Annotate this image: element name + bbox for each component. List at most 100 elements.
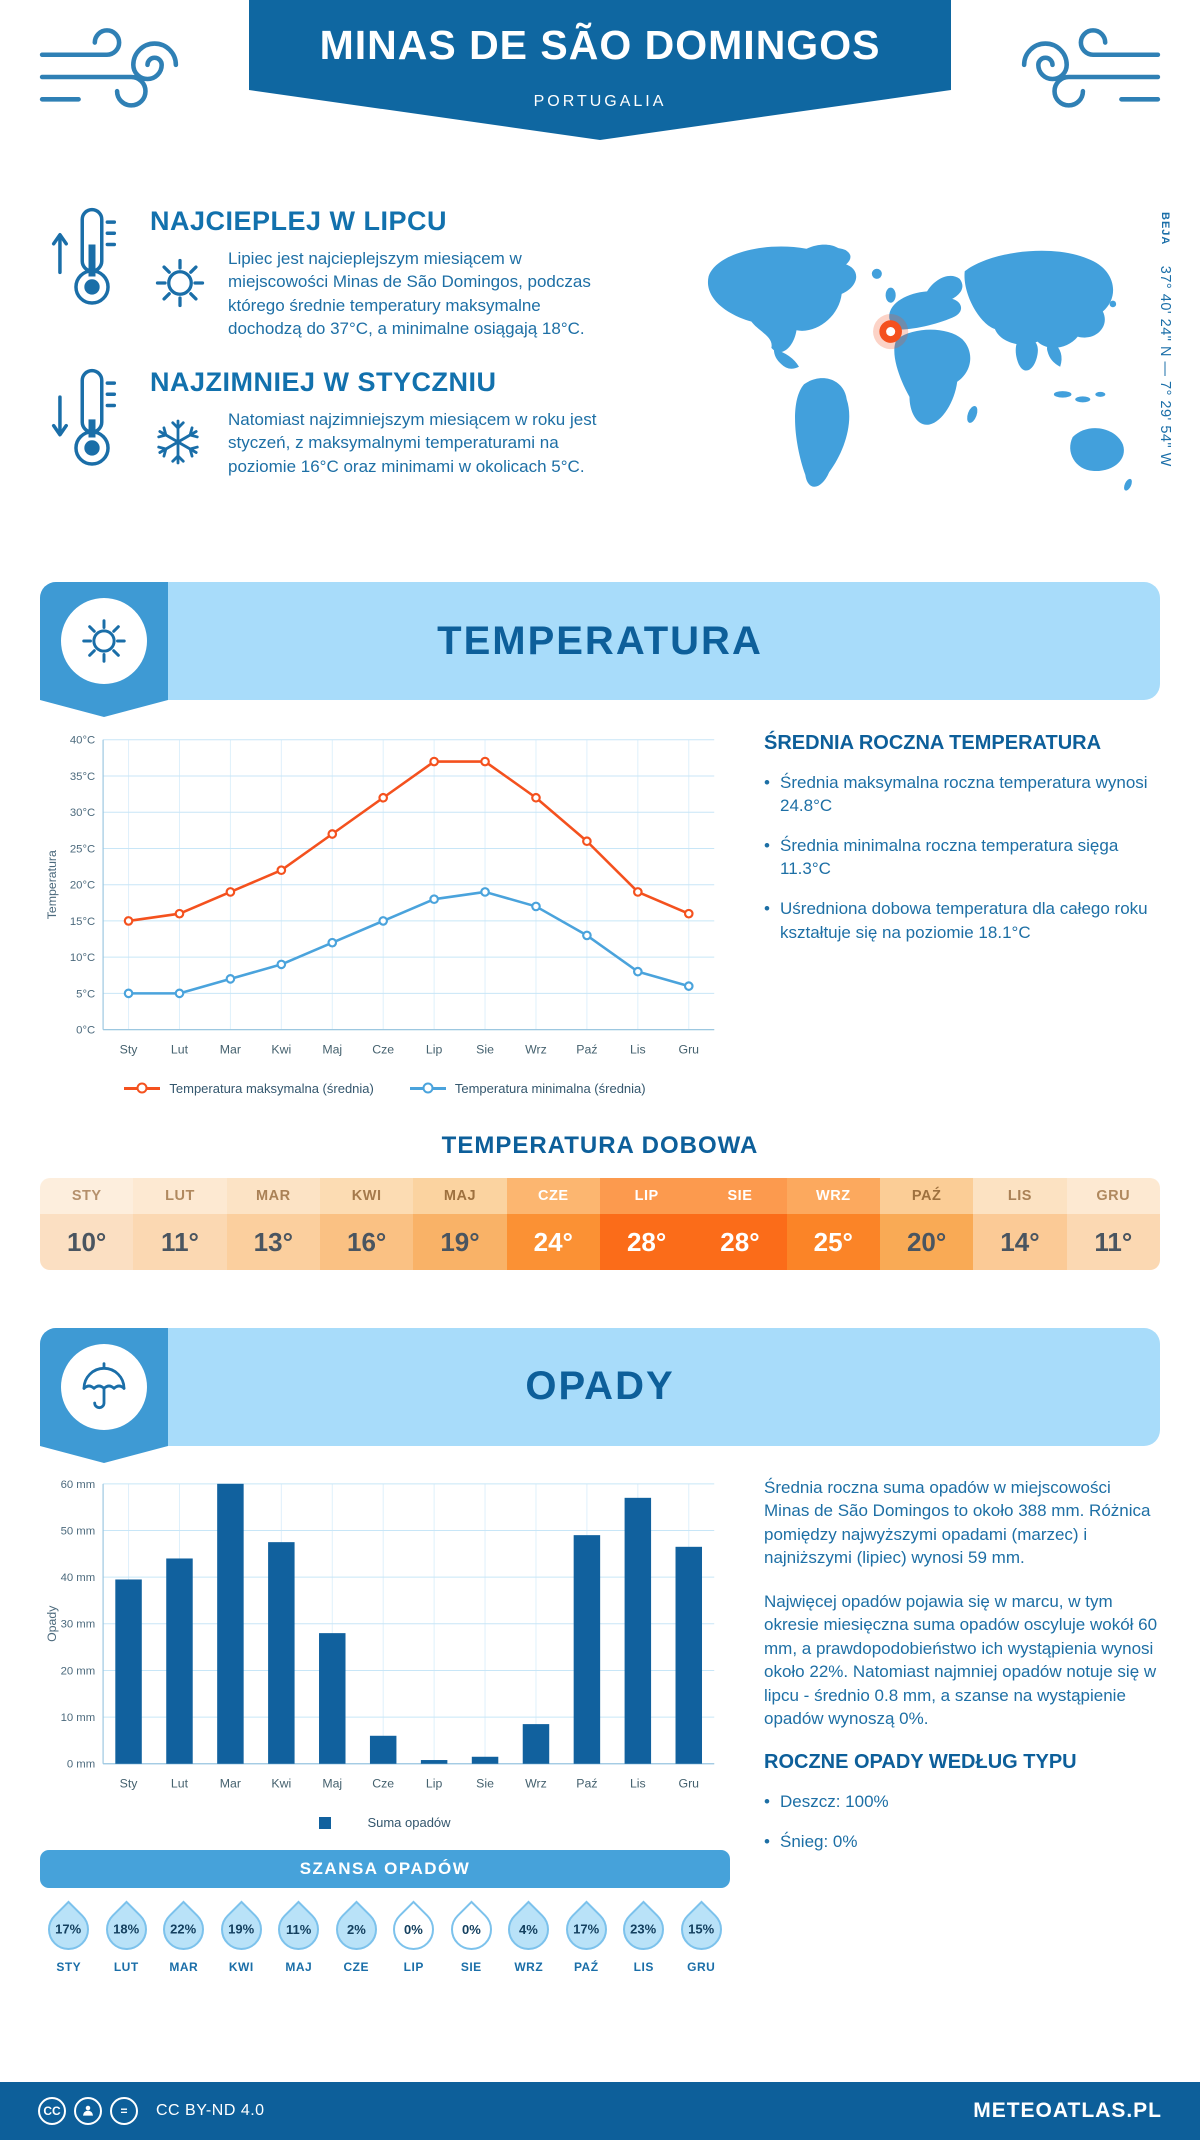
- svg-text:Gru: Gru: [678, 1776, 699, 1790]
- chance-of-precip-banner: SZANSA OPADÓW: [40, 1850, 730, 1889]
- thermometer-down-icon: [46, 365, 138, 478]
- chance-value: 17%: [55, 1922, 82, 1938]
- svg-text:Kwi: Kwi: [271, 1042, 291, 1056]
- attribution-icon: [74, 2097, 102, 2125]
- svg-text:20 mm: 20 mm: [61, 1665, 96, 1677]
- warmest-heading: NAJCIEPLEJ W LIPCU: [150, 206, 448, 236]
- daily-temp-month: LUT: [133, 1177, 227, 1214]
- daily-temp-month: CZE: [506, 1177, 600, 1214]
- svg-text:Paź: Paź: [576, 1042, 597, 1056]
- max-temp-line-marker: [124, 1086, 161, 1090]
- chance-item: 19% KWI: [212, 1900, 271, 1974]
- svg-text:Wrz: Wrz: [525, 1776, 547, 1790]
- svg-text:Lip: Lip: [426, 1042, 443, 1056]
- daily-temp-column: PAŹ 20°: [879, 1177, 974, 1270]
- svg-text:20°C: 20°C: [70, 880, 95, 892]
- raindrop-icon: 0%: [384, 1900, 443, 1959]
- precip-section-title: OPADY: [525, 1364, 675, 1409]
- chance-value: 22%: [170, 1922, 197, 1938]
- svg-text:Cze: Cze: [372, 1776, 394, 1790]
- coldest-heading: NAJZIMNIEJ W STYCZNIU: [150, 366, 497, 397]
- daily-temp-value: 11°: [1066, 1213, 1160, 1270]
- wind-icon: [34, 20, 186, 132]
- svg-text:30 mm: 30 mm: [61, 1619, 96, 1631]
- no-derivatives-icon: =: [110, 2097, 138, 2125]
- annual-temp-heading: ŚREDNIA ROCZNA TEMPERATURA: [764, 732, 1102, 754]
- temperature-summary-column: ŚREDNIA ROCZNA TEMPERATURA Średnia maksy…: [764, 726, 1160, 1096]
- svg-text:25°C: 25°C: [70, 843, 95, 855]
- chance-month: MAJ: [285, 1960, 313, 1975]
- title-main: MINAS DE SÃO DOMINGOS: [249, 0, 951, 90]
- daily-temp-value: 13°: [226, 1213, 320, 1270]
- svg-text:0 mm: 0 mm: [67, 1759, 95, 1771]
- precip-legend-label: Suma opadów: [367, 1815, 451, 1831]
- annual-temp-bullet: Średnia minimalna roczna temperatura się…: [764, 834, 1160, 880]
- daily-temp-month: PAŹ: [879, 1177, 974, 1214]
- chance-item: 17% STY: [39, 1900, 98, 1974]
- daily-temp-column: WRZ 25°: [786, 1177, 880, 1270]
- svg-text:Mar: Mar: [220, 1776, 241, 1790]
- coordinates-text: 37° 40' 24" N — 7° 29' 54" W: [1157, 265, 1173, 467]
- chance-month: CZE: [343, 1960, 369, 1975]
- precip-paragraph-2: Najwięcej opadów pojawia się w marcu, w …: [764, 1591, 1158, 1729]
- raindrop-icon: 11%: [269, 1900, 328, 1959]
- temperature-content: 0°C 5°C 10°C 15°C 20°C 25°C 30°C 35°C 40°C Sty Lut…: [40, 726, 1160, 1096]
- precip-paragraph-1: Średnia roczna suma opadów w miejscowośc…: [764, 1477, 1151, 1568]
- chance-item: 0% LIP: [384, 1900, 443, 1974]
- temperature-icon-tab: [40, 582, 168, 717]
- svg-text:Wrz: Wrz: [525, 1042, 547, 1056]
- chance-month: WRZ: [514, 1960, 544, 1975]
- daily-temp-value: 16°: [319, 1213, 414, 1270]
- chance-month: GRU: [687, 1960, 716, 1975]
- svg-text:50 mm: 50 mm: [61, 1525, 96, 1537]
- page-footer: CC = CC BY-ND 4.0 METEOATLAS.PL: [0, 2082, 1200, 2140]
- chance-month: MAR: [169, 1960, 199, 1975]
- sun-small-icon: [150, 247, 212, 341]
- chance-value: 23%: [630, 1922, 657, 1938]
- svg-text:Lip: Lip: [426, 1776, 443, 1790]
- svg-text:Cze: Cze: [372, 1042, 394, 1056]
- chance-value: 0%: [461, 1922, 481, 1938]
- page-subtitle: PORTUGALIA: [533, 93, 667, 110]
- svg-text:30°C: 30°C: [70, 807, 95, 819]
- svg-text:10 mm: 10 mm: [61, 1712, 96, 1724]
- daily-temp-value: 19°: [413, 1213, 507, 1270]
- precip-chart-legend: Suma opadów: [40, 1815, 730, 1830]
- daily-temp-month: LIP: [599, 1177, 694, 1214]
- daily-temp-column: SIE 28°: [693, 1177, 787, 1270]
- raindrop-icon: 0%: [442, 1900, 501, 1959]
- cc-icon: CC: [38, 2097, 66, 2125]
- temperature-section-header: TEMPERATURA: [40, 582, 1160, 717]
- svg-text:15°C: 15°C: [70, 916, 95, 928]
- chance-item: 22% MAR: [154, 1900, 213, 1975]
- annual-temp-bullet: Średnia maksymalna roczna temperatura wy…: [764, 771, 1160, 817]
- svg-text:Mar: Mar: [220, 1042, 241, 1056]
- daily-temp-value: 11°: [133, 1213, 227, 1270]
- daily-temp-column: MAR 13°: [226, 1177, 320, 1270]
- raindrop-icon: 17%: [557, 1900, 616, 1959]
- precip-content: 0 mm 10 mm 20 mm 30 mm 40 mm 50 mm 60 mm Sty Lut…: [39, 1472, 1160, 1975]
- precip-type-bullet: Śnieg: 0%: [764, 1830, 1160, 1853]
- chance-item: 4% WRZ: [499, 1900, 558, 1975]
- legend-min-temp: Temperatura minimalna (średnia): [409, 1081, 646, 1096]
- daily-temp-table: STY 10° LUT 11° MAR 13° KWI 16° MAJ 19° CZE 24° LIP 2…: [40, 1177, 1160, 1270]
- min-temp-line-marker: [409, 1086, 446, 1090]
- chance-item: 23% LIS: [614, 1900, 673, 1974]
- daily-temp-value: 24°: [506, 1213, 600, 1270]
- chance-value: 4%: [519, 1922, 539, 1938]
- chance-month: LUT: [113, 1960, 139, 1975]
- daily-temp-column: LIS 14°: [973, 1177, 1067, 1270]
- svg-text:40°C: 40°C: [70, 735, 95, 747]
- daily-temp-column: CZE 24°: [506, 1177, 600, 1270]
- svg-text:Sty: Sty: [120, 1042, 139, 1056]
- daily-temp-month: SIE: [693, 1177, 787, 1214]
- location-map-area: BEJA 37° 40' 24" N — 7° 29' 54" W: [676, 204, 1173, 530]
- precip-icon-tab: [40, 1327, 168, 1463]
- raindrop-icon: 15%: [672, 1900, 731, 1959]
- chance-value: 2%: [346, 1922, 366, 1938]
- chance-month: SIE: [460, 1960, 482, 1975]
- snowflake-icon: [150, 408, 212, 478]
- license-text: CC BY-ND 4.0: [156, 2102, 265, 2119]
- title-ribbon: PORTUGALIA: [249, 90, 951, 140]
- raindrop-icon: 23%: [614, 1900, 673, 1959]
